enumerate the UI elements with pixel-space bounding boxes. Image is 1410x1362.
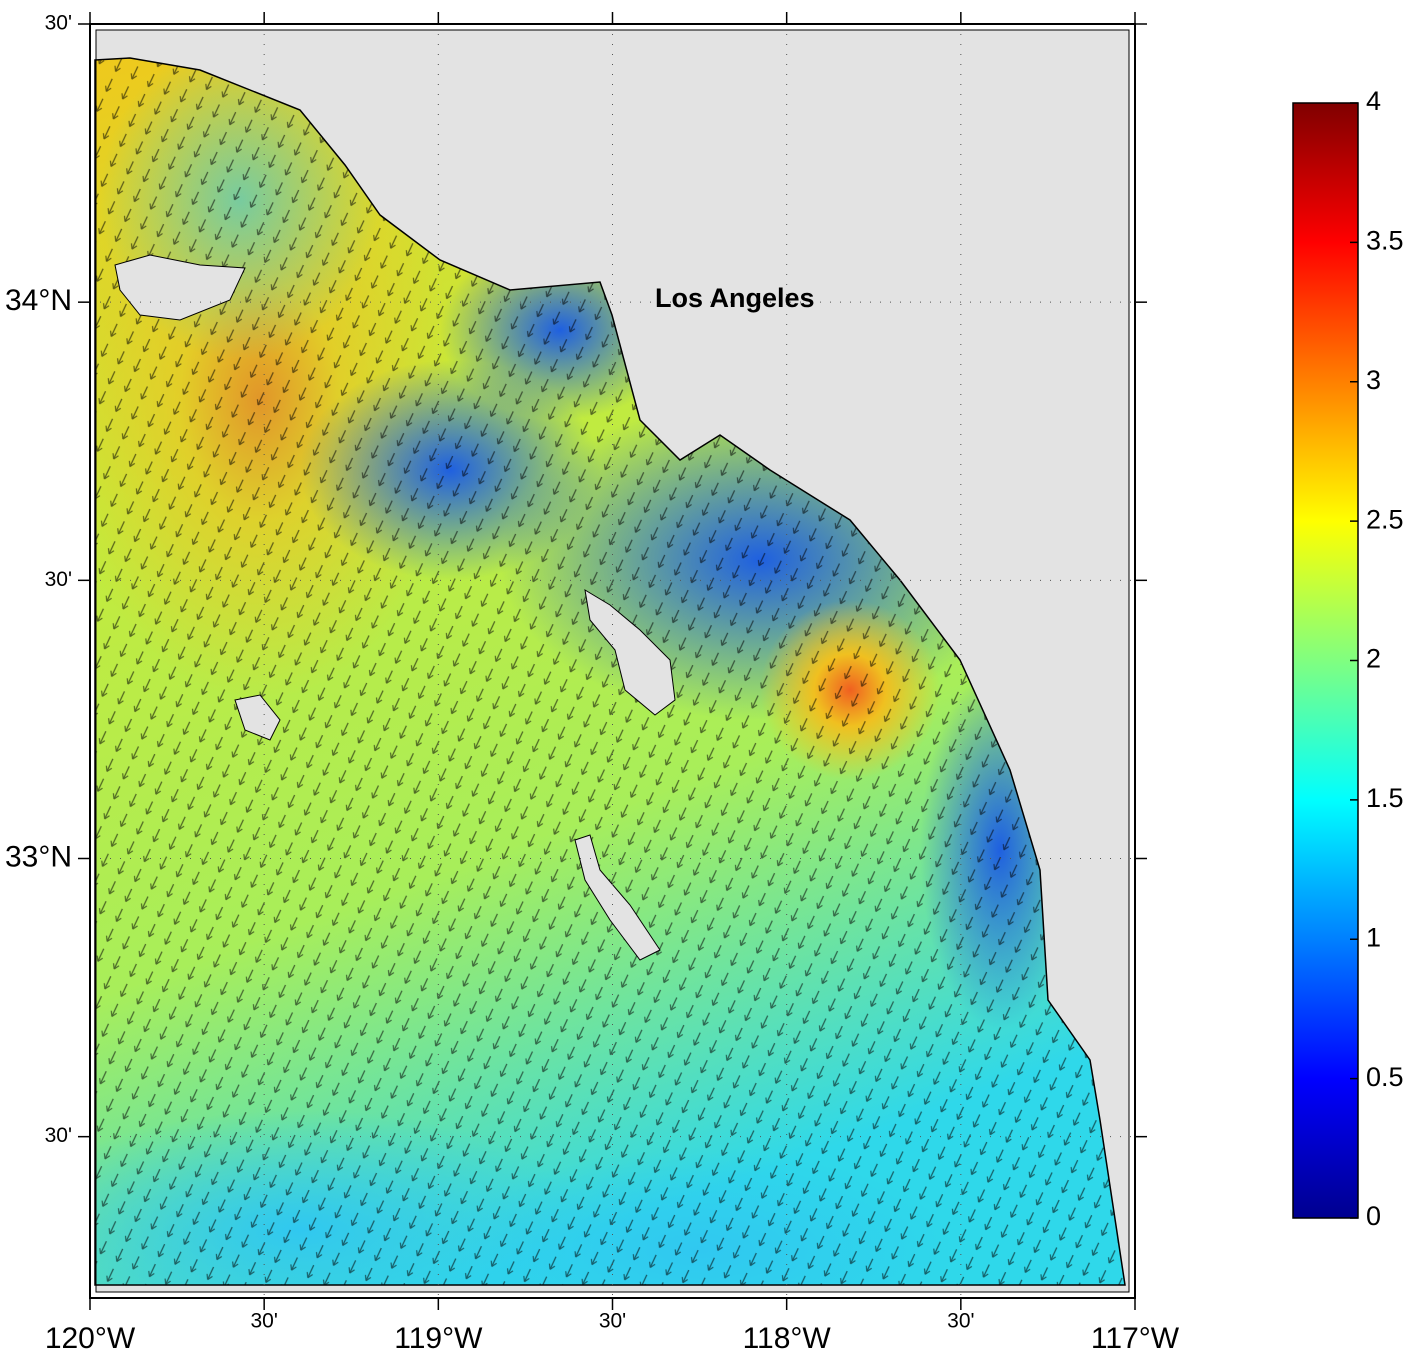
colorbar-tick-label: 3 (1366, 365, 1381, 395)
x-tick-label: 30' (599, 1310, 626, 1333)
colorbar-tick-label: 0.5 (1366, 1062, 1404, 1092)
x-tick-label: 120°W (45, 1322, 136, 1355)
y-tick-label: 30' (45, 1124, 72, 1147)
y-tick-label: 34°N (5, 284, 72, 317)
colorbar (1293, 103, 1358, 1218)
colorbar-tick-label: 1 (1366, 922, 1381, 952)
colorbar-tick-label: 1.5 (1366, 783, 1404, 813)
colorbar-tick-label: 3.5 (1366, 226, 1404, 256)
x-tick-label: 117°W (1091, 1322, 1180, 1355)
x-tick-label: 118°W (743, 1322, 832, 1355)
y-tick-label: 33°N (5, 840, 72, 873)
map-figure: Los Angeles 120°W 30' 119°W 30' 118°W 30' 117°… (0, 0, 1410, 1362)
x-tick-label: 30' (250, 1310, 277, 1333)
x-tick-label: 119°W (394, 1322, 483, 1355)
y-tick-label: 30' (45, 568, 72, 591)
colorbar-tick-label: 4 (1366, 86, 1381, 116)
colorbar-tick-label: 0 (1366, 1201, 1381, 1231)
colorbar-tick-label: 2.5 (1366, 504, 1404, 534)
colorbar-tick-label: 2 (1366, 644, 1381, 674)
map-frame: Los Angeles (0, 24, 1140, 1350)
y-tick-label: 30' (45, 12, 72, 35)
place-label: Los Angeles (655, 283, 815, 313)
x-tick-label: 30' (947, 1310, 974, 1333)
